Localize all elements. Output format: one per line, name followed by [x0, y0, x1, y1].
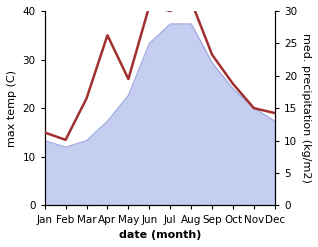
X-axis label: date (month): date (month)	[119, 230, 201, 240]
Y-axis label: med. precipitation (kg/m2): med. precipitation (kg/m2)	[301, 33, 311, 183]
Y-axis label: max temp (C): max temp (C)	[7, 70, 17, 147]
